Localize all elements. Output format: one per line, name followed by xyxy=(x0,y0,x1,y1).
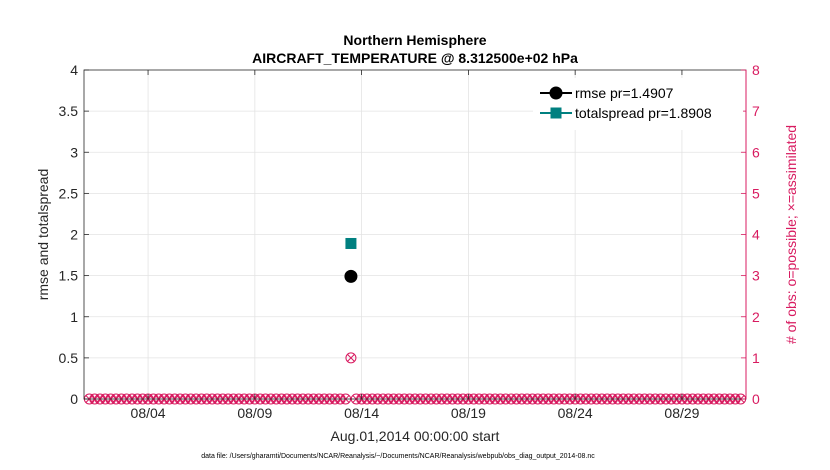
legend-rmse-label: rmse pr=1.4907 xyxy=(575,85,674,101)
right-y-tick-label: 5 xyxy=(752,185,760,201)
right-y-tick-label: 4 xyxy=(752,227,760,243)
left-y-tick-label: 1 xyxy=(70,309,78,325)
legend-totalspread-marker xyxy=(550,107,562,119)
chart-title-line1: Northern Hemisphere xyxy=(343,32,486,48)
x-tick-label: 08/24 xyxy=(558,405,593,421)
totalspread-point xyxy=(345,237,357,249)
x-tick-label: 08/19 xyxy=(451,405,486,421)
x-axis-label: Aug.01,2014 00:00:00 start xyxy=(331,428,500,444)
footer-data-file: data file: /Users/gharamti/Documents/NCA… xyxy=(201,453,595,460)
right-y-tick-label: 6 xyxy=(752,144,760,160)
left-y-tick-label: 4 xyxy=(70,62,78,78)
x-tick-label: 08/04 xyxy=(131,405,166,421)
x-tick-label: 08/29 xyxy=(664,405,699,421)
x-tick-label: 08/14 xyxy=(344,405,379,421)
right-y-tick-label: 7 xyxy=(752,103,760,119)
legend-rmse-marker xyxy=(549,86,563,100)
left-y-tick-label: 1.5 xyxy=(59,268,79,284)
data-series xyxy=(344,237,358,283)
x-tick-label: 08/09 xyxy=(237,405,272,421)
legend: rmse pr=1.4907 totalspread pr=1.8908 xyxy=(533,78,743,130)
grid-lines xyxy=(84,70,746,399)
right-y-tick-label: 8 xyxy=(752,62,760,78)
left-y-tick-label: 2 xyxy=(70,227,78,243)
right-y-tick-label: 2 xyxy=(752,309,760,325)
left-y-tick-label: 0.5 xyxy=(59,350,79,366)
left-y-tick-label: 0 xyxy=(70,391,78,407)
left-y-axis-label: rmse and totalspread xyxy=(35,169,51,301)
legend-totalspread-label: totalspread pr=1.8908 xyxy=(575,105,712,121)
left-y-tick-label: 3.5 xyxy=(59,103,79,119)
x-axis-ticks: 08/04 08/09 08/14 08/19 08/24 08/29 xyxy=(131,70,700,421)
right-y-tick-label: 1 xyxy=(752,350,760,366)
obs-assimilated-marker xyxy=(346,353,355,362)
left-y-tick-label: 2.5 xyxy=(59,185,79,201)
left-y-tick-label: 3 xyxy=(70,144,78,160)
rmse-point xyxy=(344,269,358,283)
right-y-tick-label: 0 xyxy=(752,391,760,407)
obs-possible-marker xyxy=(345,352,357,364)
chart-title-line2: AIRCRAFT_TEMPERATURE @ 8.312500e+02 hPa xyxy=(252,50,578,66)
right-y-axis-ticks: 0 1 2 3 4 5 6 7 8 xyxy=(741,62,760,407)
right-y-tick-label: 3 xyxy=(752,268,760,284)
left-y-axis-ticks: 0 0.5 1 1.5 2 2.5 3 3.5 4 xyxy=(59,62,89,407)
legend-box xyxy=(533,78,743,130)
right-y-axis-label: # of obs: o=possible; ×=assimilated xyxy=(783,125,799,344)
